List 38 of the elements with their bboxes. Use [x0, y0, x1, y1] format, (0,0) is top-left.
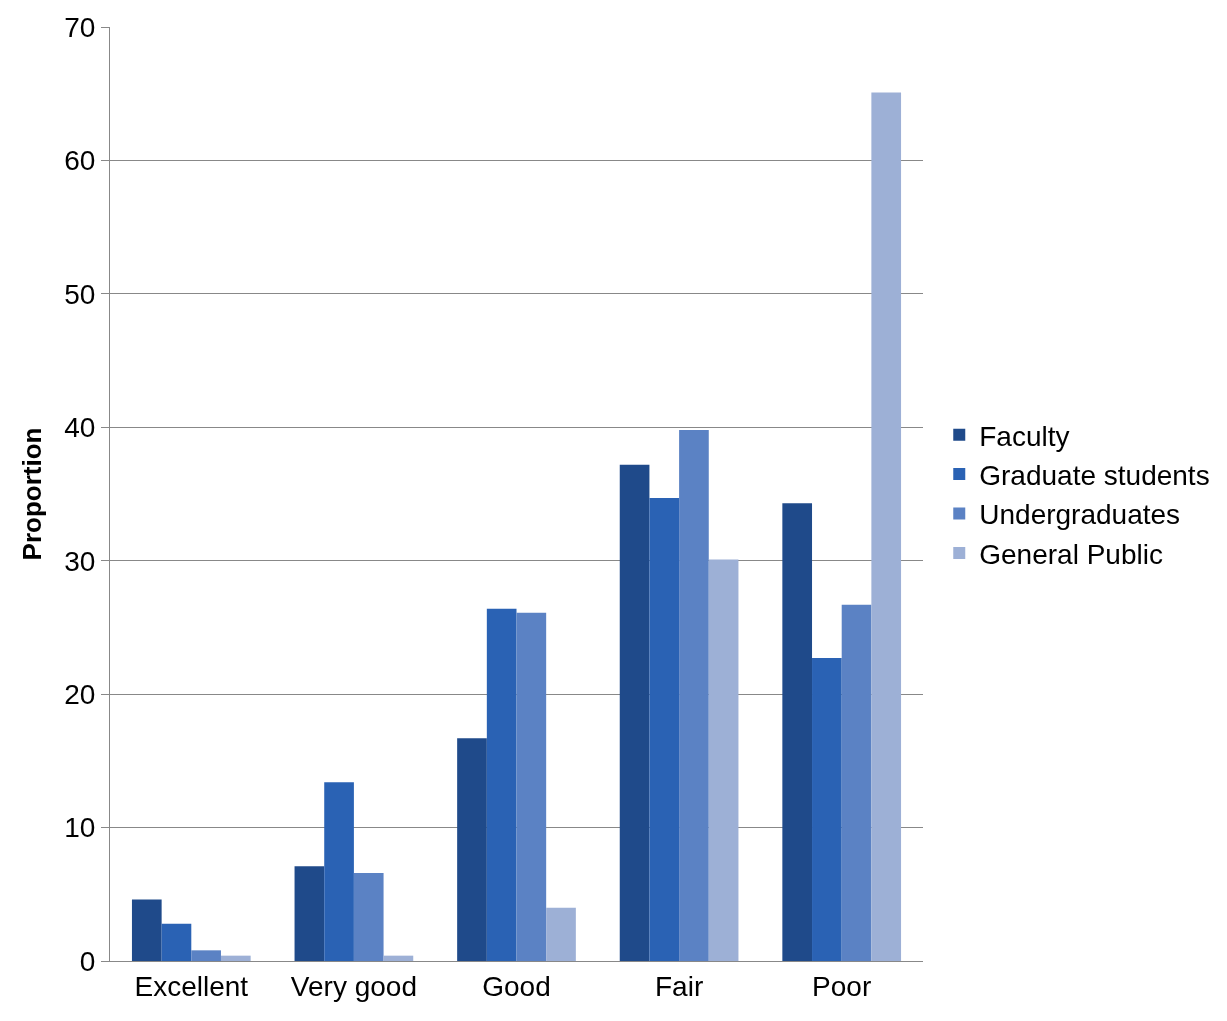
y-tick-label: 10: [64, 812, 96, 844]
y-tick-label: 30: [64, 545, 96, 577]
bar: [619, 464, 650, 961]
y-tick-label: 0: [79, 945, 96, 977]
bar: [191, 950, 221, 961]
bar: [131, 899, 162, 961]
y-tick-label: 60: [64, 145, 96, 177]
y-tick-label: 50: [64, 278, 96, 310]
bar: [220, 955, 251, 961]
bar: [161, 923, 192, 961]
bar: [486, 608, 517, 961]
y-tick-label: 20: [64, 678, 96, 710]
legend-label: Graduate students: [979, 460, 1210, 492]
bar: [294, 866, 325, 961]
bar: [708, 559, 739, 961]
legend-label: Faculty: [979, 420, 1070, 452]
bar: [649, 498, 680, 961]
bar: [324, 782, 354, 961]
y-axis-title: Proportion: [16, 427, 47, 561]
bar: [871, 92, 902, 961]
x-tick-label: Good: [482, 970, 551, 1002]
y-tick-label: 70: [64, 11, 96, 43]
legend-label: Undergraduates: [979, 499, 1181, 531]
bar: [457, 738, 487, 961]
bar: [546, 907, 576, 961]
x-tick-label: Very good: [290, 970, 417, 1002]
bar: [812, 658, 842, 961]
x-tick-label: Fair: [654, 970, 704, 1002]
bar: [383, 955, 414, 961]
legend-label: General Public: [979, 538, 1163, 570]
y-tick-label: 40: [64, 412, 96, 444]
x-tick-label: Poor: [812, 970, 872, 1002]
bar: [782, 503, 813, 961]
bar: [516, 612, 547, 961]
bar: [679, 429, 709, 961]
bar: [353, 872, 384, 961]
bar: [841, 604, 872, 961]
x-tick-label: Excellent: [134, 970, 249, 1002]
